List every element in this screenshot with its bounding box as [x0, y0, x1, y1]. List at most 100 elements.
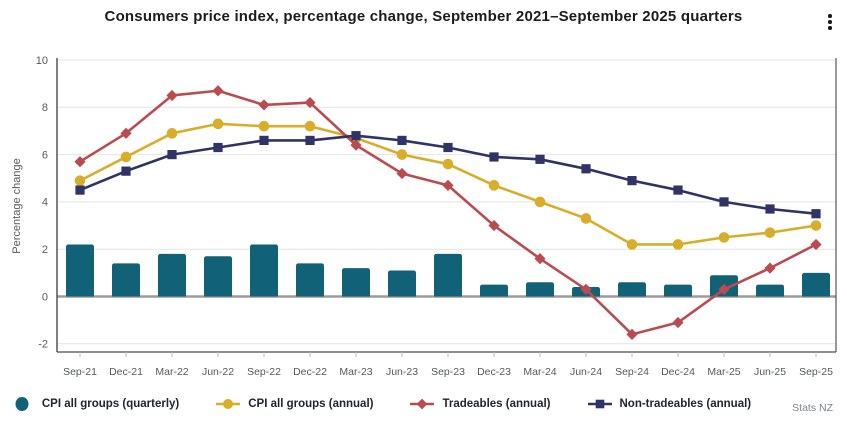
data-point[interactable] [304, 120, 316, 132]
bar[interactable] [342, 268, 370, 297]
bar[interactable] [296, 263, 324, 297]
bar[interactable] [158, 253, 186, 297]
data-point[interactable] [534, 196, 546, 208]
data-point[interactable] [304, 96, 316, 109]
bar[interactable] [388, 270, 416, 297]
y-tick-label: 0 [42, 291, 48, 303]
y-tick-label: 8 [42, 102, 48, 114]
y-axis-title: Percentage change [11, 158, 23, 253]
data-point[interactable] [120, 151, 132, 163]
data-point[interactable] [580, 283, 592, 296]
data-point[interactable] [167, 150, 177, 160]
data-point[interactable] [764, 262, 776, 274]
cpi-combo-chart: 10 8 6 4 2 0 -2 Percentage change Sep-21 Dec-21 Ma… [11, 55, 837, 378]
legend-item-cpi-all-groups-annual[interactable]: CPI all groups (annual) [215, 396, 373, 412]
data-point[interactable] [74, 175, 86, 186]
x-tick-label: Sep-24 [615, 366, 649, 378]
x-tick-label: Sep-23 [431, 366, 465, 378]
data-point[interactable] [350, 139, 362, 151]
data-point[interactable] [166, 89, 178, 102]
data-point[interactable] [351, 131, 361, 141]
legend-item-cpi-all-groups-quarterly[interactable]: CPI all groups (quarterly) [9, 396, 179, 412]
bar[interactable] [664, 284, 692, 297]
x-tick-label: Mar-22 [155, 366, 188, 378]
data-point[interactable] [626, 328, 638, 340]
y-tick-label: 6 [42, 149, 48, 161]
data-point[interactable] [580, 213, 592, 224]
dot-marker-icon [15, 397, 29, 411]
data-point[interactable] [121, 166, 131, 176]
data-point[interactable] [719, 197, 729, 207]
bar[interactable] [618, 282, 646, 297]
bar[interactable] [526, 282, 554, 297]
y-tick-label: -2 [38, 339, 48, 351]
data-point[interactable] [213, 142, 223, 153]
data-point[interactable] [443, 142, 453, 153]
data-point[interactable] [442, 179, 454, 191]
legend-item-non-tradeables-annual[interactable]: Non-tradeables (annual) [587, 396, 751, 412]
data-point[interactable] [627, 176, 637, 186]
y-tick-label: 4 [42, 197, 48, 209]
x-tick-label: Jun-24 [570, 366, 602, 378]
data-point[interactable] [718, 283, 730, 296]
source-attribution: Stats NZ [792, 402, 833, 414]
data-point[interactable] [488, 180, 500, 191]
data-point[interactable] [75, 185, 85, 195]
series-line [79, 89, 817, 336]
data-point[interactable] [396, 167, 408, 180]
x-tick-label: Sep-21 [63, 366, 97, 378]
x-tick-label: Mar-23 [339, 366, 372, 378]
data-point[interactable] [672, 316, 684, 329]
legend-item-tradeables-annual[interactable]: Tradeables (annual) [409, 396, 551, 412]
bar[interactable] [66, 244, 94, 297]
bar[interactable] [802, 272, 830, 297]
data-point[interactable] [488, 219, 500, 232]
y-tick-label: 2 [42, 244, 48, 256]
chart-title: Consumers price index, percentage change… [104, 8, 743, 25]
data-point[interactable] [626, 239, 638, 250]
data-point[interactable] [581, 164, 591, 174]
data-point[interactable] [397, 135, 407, 146]
data-point[interactable] [810, 220, 822, 231]
legend-label: Tradeables (annual) [442, 398, 551, 410]
data-point[interactable] [534, 253, 546, 265]
x-tick-label: Jun-25 [754, 366, 786, 378]
data-point[interactable] [166, 128, 178, 139]
data-point[interactable] [673, 185, 683, 195]
bar[interactable] [434, 253, 462, 297]
data-point[interactable] [489, 152, 499, 162]
data-point[interactable] [258, 99, 270, 111]
bar[interactable] [204, 256, 232, 297]
data-point[interactable] [396, 149, 408, 160]
x-tick-label: Dec-23 [477, 366, 511, 378]
legend-label: CPI all groups (quarterly) [41, 398, 180, 410]
data-point[interactable] [764, 227, 776, 238]
data-point[interactable] [305, 135, 315, 146]
data-point[interactable] [259, 135, 269, 146]
x-tick-label: Dec-22 [293, 366, 327, 378]
x-tick-label: Jun-22 [202, 366, 234, 378]
x-tick-label: Sep-25 [799, 366, 833, 378]
x-tick-label: Dec-21 [109, 366, 143, 378]
data-point[interactable] [212, 118, 224, 130]
data-point[interactable] [672, 239, 684, 250]
bar[interactable] [250, 244, 278, 297]
data-point[interactable] [718, 232, 730, 243]
data-point[interactable] [811, 209, 821, 219]
data-point[interactable] [120, 127, 132, 139]
bar[interactable] [756, 284, 784, 297]
data-point[interactable] [258, 120, 270, 132]
diamond-marker-icon [410, 398, 435, 410]
data-point[interactable] [810, 238, 822, 251]
data-point[interactable] [442, 158, 454, 170]
data-point[interactable] [535, 154, 545, 164]
data-point[interactable] [765, 204, 775, 214]
y-tick-label: 10 [36, 55, 48, 67]
bar[interactable] [480, 284, 508, 297]
data-point[interactable] [74, 156, 86, 168]
data-point[interactable] [212, 85, 224, 97]
bar[interactable] [112, 263, 140, 297]
kebab-menu-icon[interactable] [823, 11, 837, 33]
x-tick-label: Jun-23 [386, 366, 418, 378]
